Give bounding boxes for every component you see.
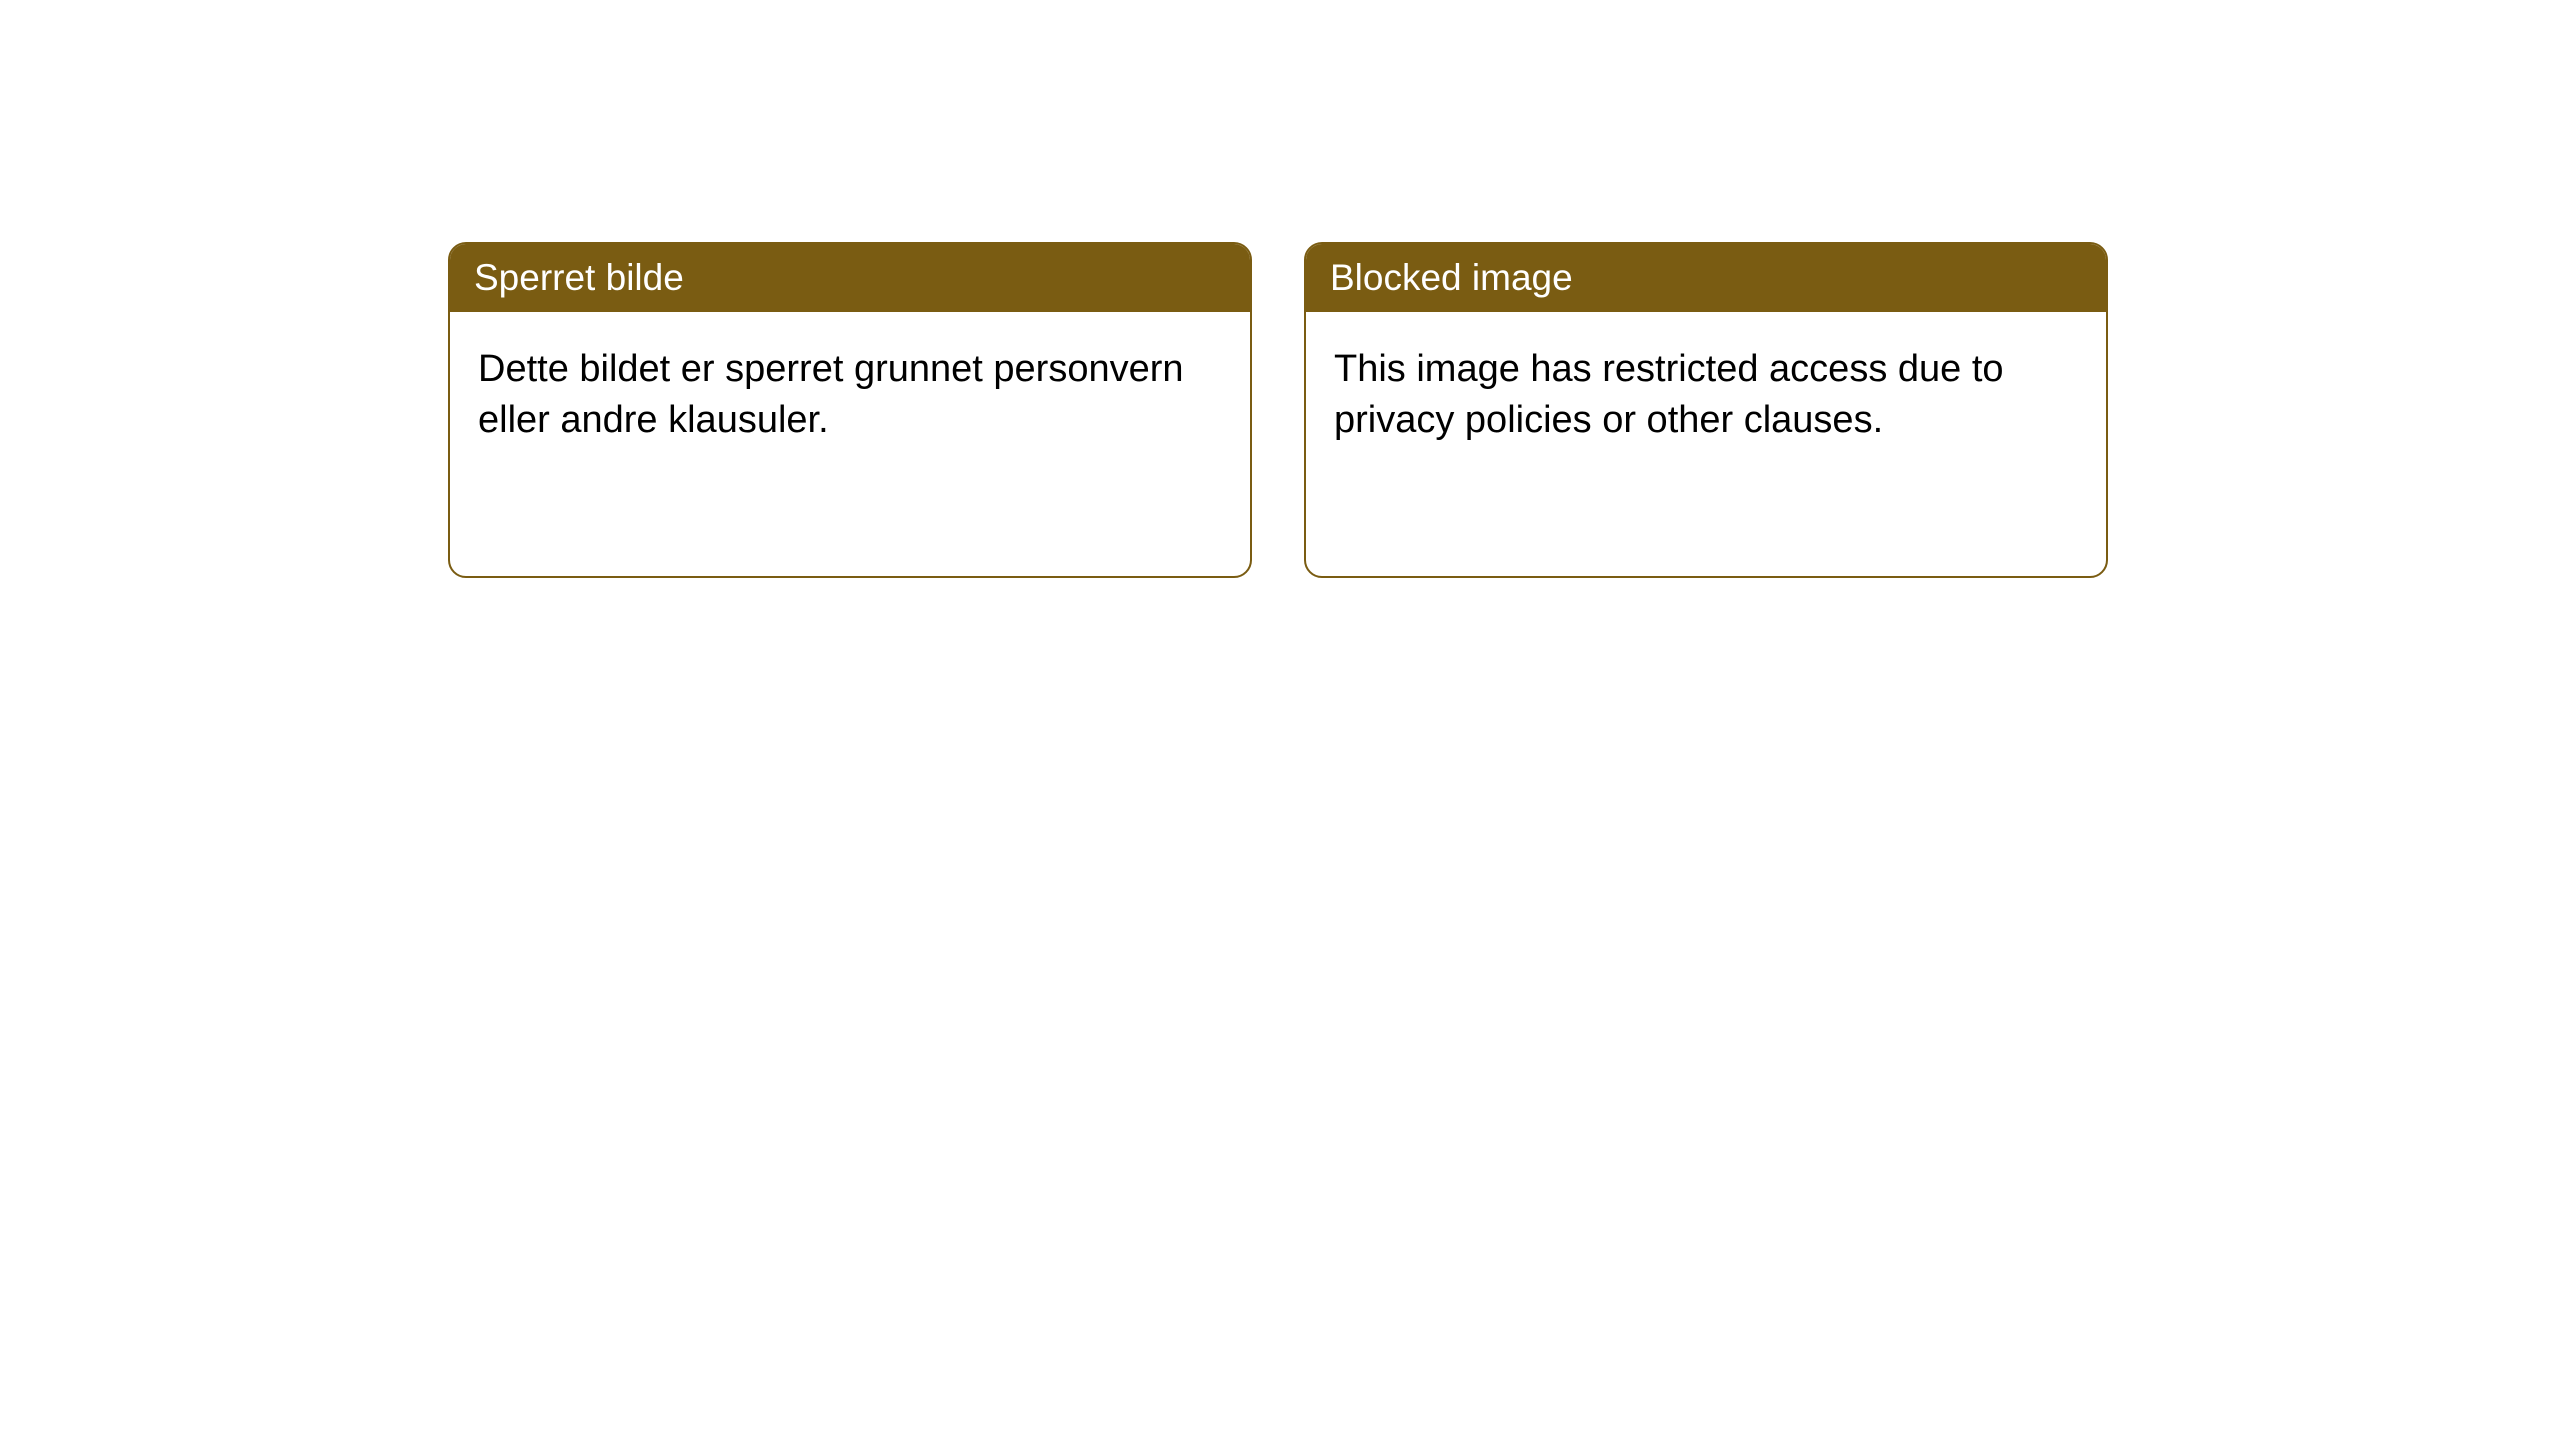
notice-container: Sperret bilde Dette bildet er sperret gr… [0,0,2560,578]
notice-body: Dette bildet er sperret grunnet personve… [450,312,1250,479]
notice-card-english: Blocked image This image has restricted … [1304,242,2108,578]
notice-body: This image has restricted access due to … [1306,312,2106,479]
notice-header: Blocked image [1306,244,2106,312]
notice-card-norwegian: Sperret bilde Dette bildet er sperret gr… [448,242,1252,578]
notice-header: Sperret bilde [450,244,1250,312]
